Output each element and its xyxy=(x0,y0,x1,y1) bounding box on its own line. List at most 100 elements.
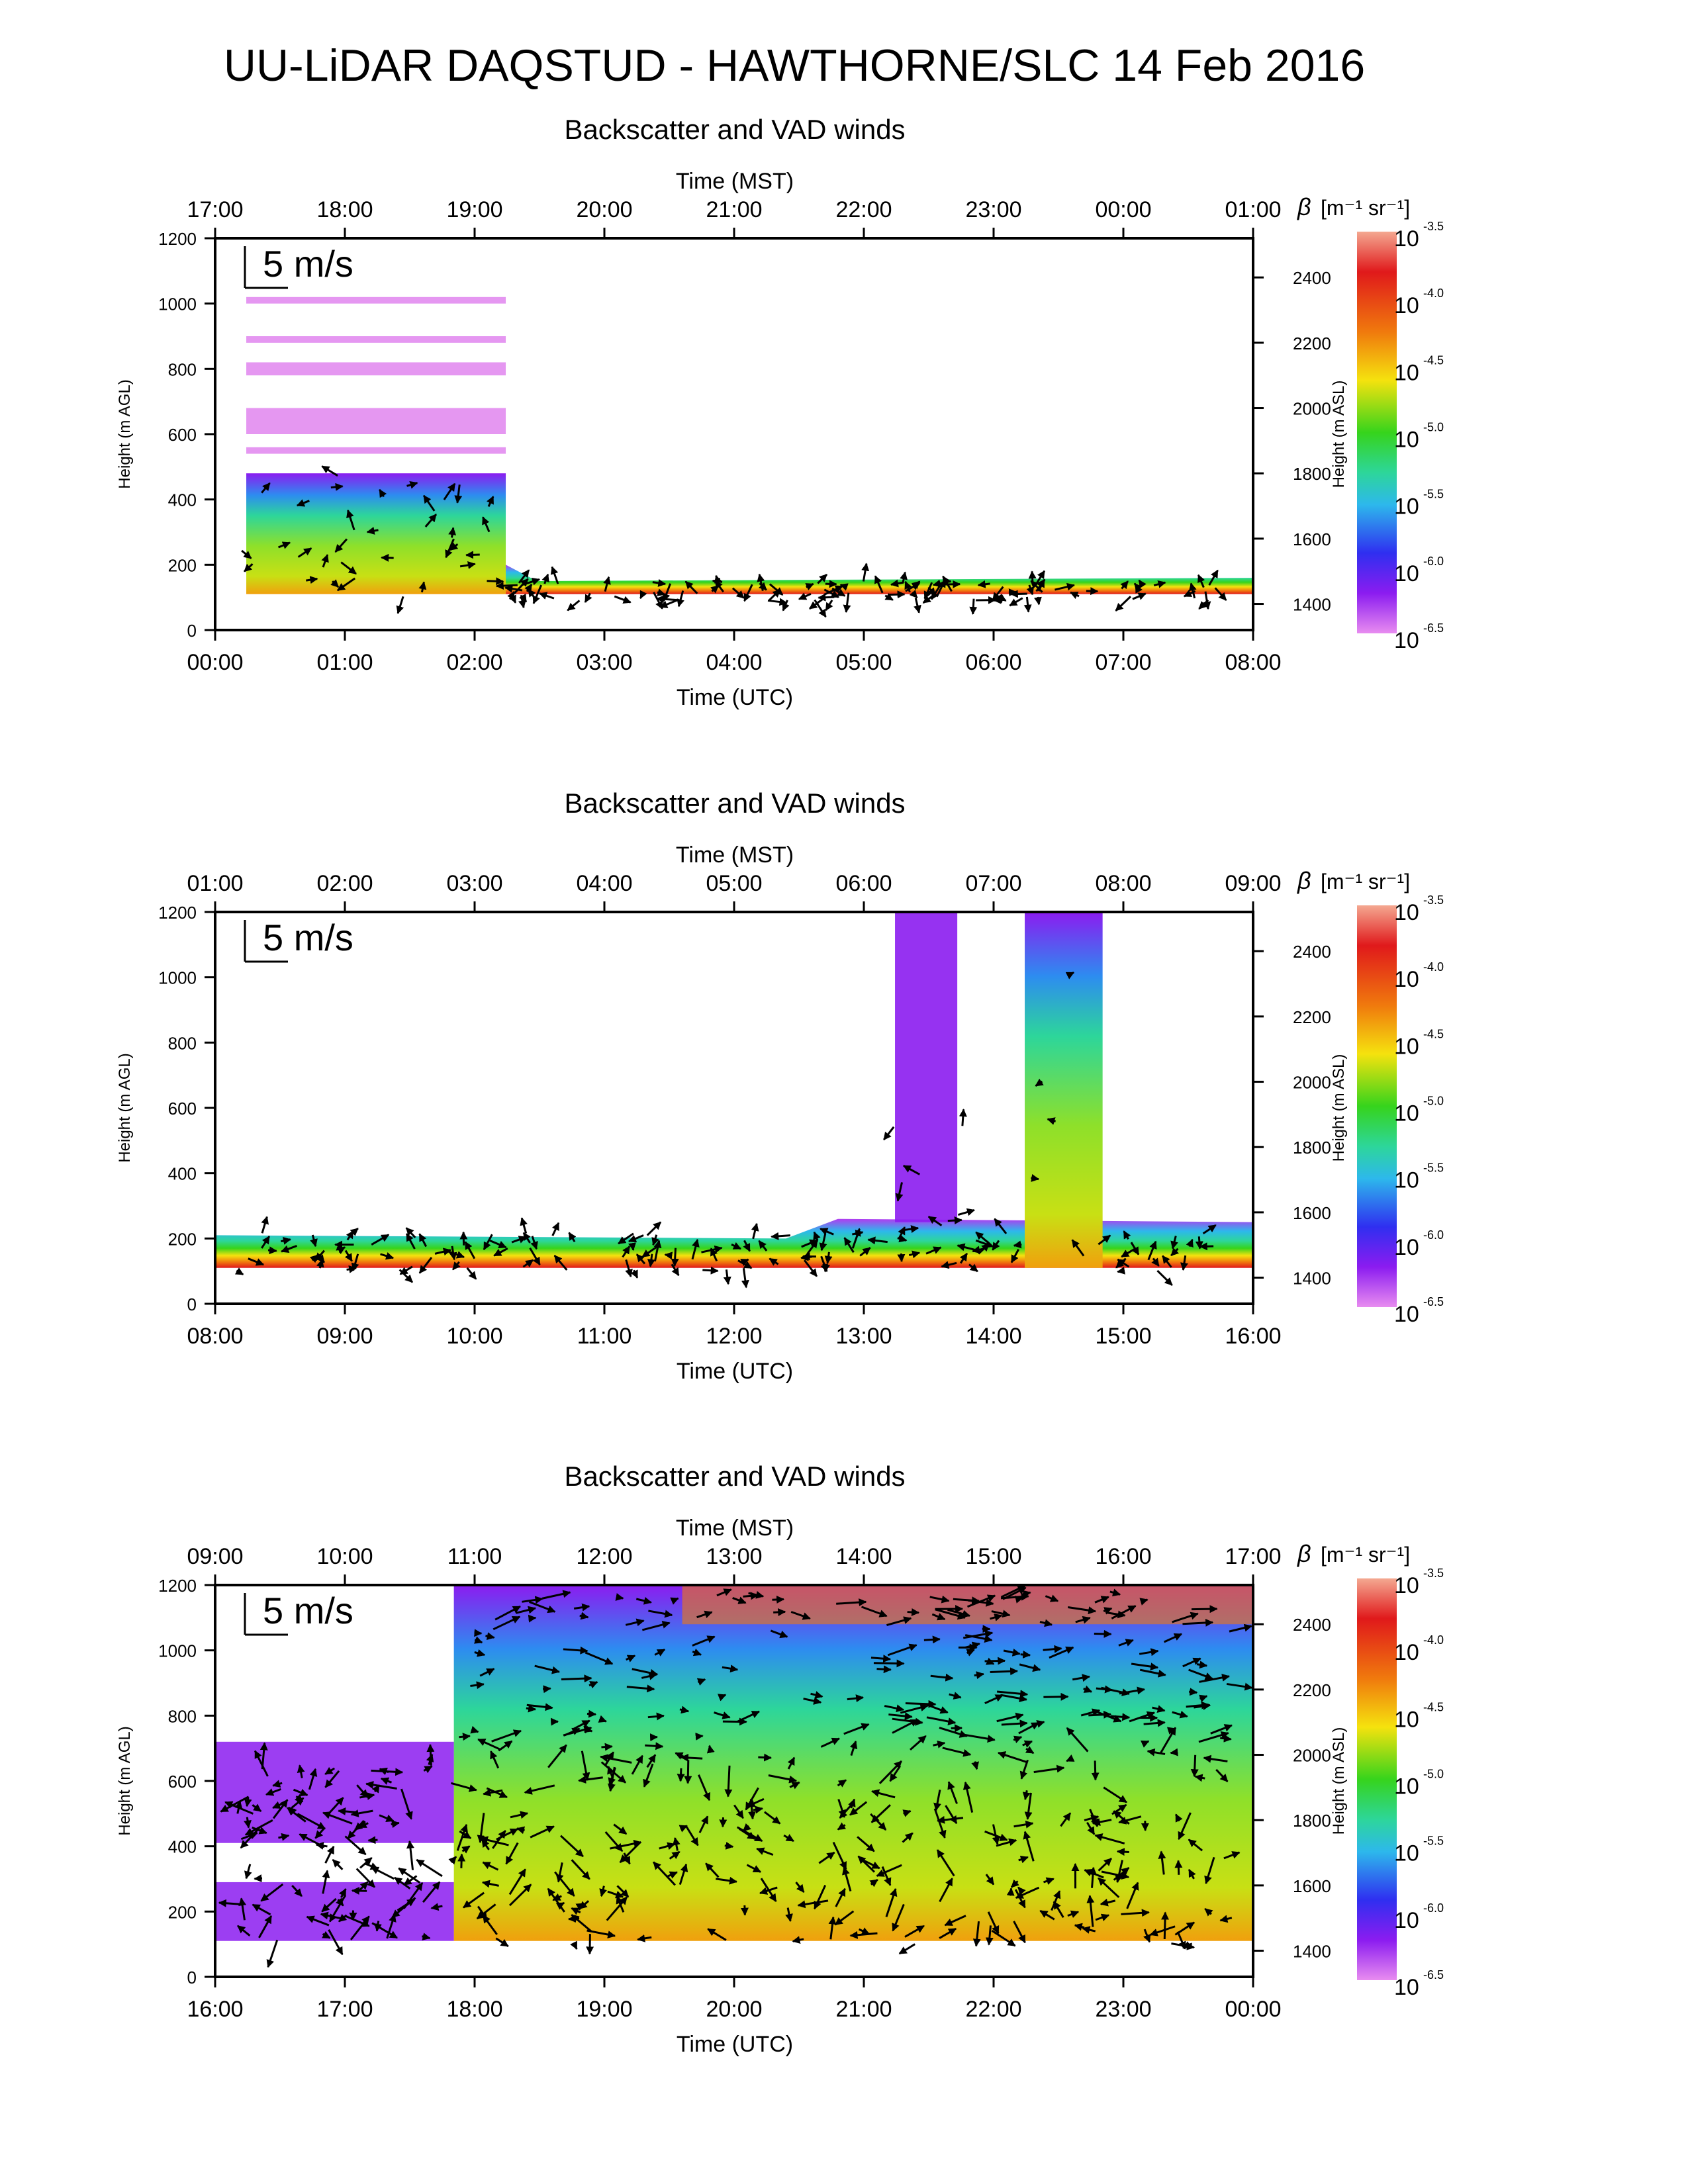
top-tick-label: 09:00 xyxy=(187,1544,243,1569)
wind-vector xyxy=(448,1856,457,1865)
wind-vector xyxy=(494,1605,521,1621)
wind-vector xyxy=(848,1798,856,1809)
wind-vector xyxy=(798,592,812,600)
wind-vector xyxy=(1180,1255,1188,1271)
wind-vector xyxy=(573,1603,590,1612)
wind-vector xyxy=(550,566,559,584)
wind-vector xyxy=(820,1228,834,1236)
colorbar-tick-base: 10 xyxy=(1394,967,1419,992)
wind-vector xyxy=(698,1815,709,1833)
wind-vector xyxy=(584,592,592,603)
wind-vector xyxy=(1170,1236,1178,1250)
wind-vector xyxy=(498,1740,513,1752)
wind-vector xyxy=(1066,1754,1075,1762)
wind-vector xyxy=(680,1753,703,1762)
wind-vector xyxy=(1226,1682,1253,1691)
wind-vector xyxy=(977,580,990,588)
cloud-layer xyxy=(246,362,506,376)
panel-title: Backscatter and VAD winds xyxy=(564,114,905,145)
wind-vector xyxy=(825,600,833,612)
wind-vector xyxy=(1172,1612,1199,1623)
wind-vector xyxy=(843,592,851,614)
colorbar-tick-base: 10 xyxy=(1394,1640,1419,1665)
colorbar-label-beta: β xyxy=(1297,193,1311,220)
wind-vector xyxy=(657,588,666,596)
wind-vector xyxy=(881,1866,892,1886)
wind-vector xyxy=(248,1257,265,1266)
wind-vector xyxy=(510,1811,529,1819)
wind-vector xyxy=(508,1884,532,1907)
wind-vector xyxy=(267,1246,277,1255)
wind-vector xyxy=(646,1754,657,1768)
colorbar-tick-exponent: -6.0 xyxy=(1423,1228,1444,1242)
wind-vector xyxy=(722,1664,739,1673)
bottom-tick-label: 01:00 xyxy=(316,650,373,675)
wind-vector xyxy=(1199,1242,1214,1251)
wind-vector xyxy=(810,1691,823,1699)
wind-vector xyxy=(931,1613,946,1621)
wind-vector xyxy=(818,593,835,602)
wind-vector xyxy=(870,1655,892,1663)
colorbar-tick-base: 10 xyxy=(1394,1774,1419,1799)
plume-right xyxy=(1025,912,1103,1268)
wind-vector xyxy=(1229,1623,1252,1633)
wind-vector xyxy=(837,1822,847,1831)
wind-vector xyxy=(836,1598,867,1607)
colorbar-tick-exponent: -3.5 xyxy=(1423,1567,1444,1580)
wind-vector xyxy=(692,1648,702,1657)
wind-vector xyxy=(926,1716,957,1725)
wind-vector xyxy=(905,1700,937,1708)
wind-vector xyxy=(837,1779,847,1788)
wind-vector xyxy=(281,1245,297,1253)
top-tick-label: 01:00 xyxy=(1225,197,1281,222)
colorbar-tick-exponent: -4.5 xyxy=(1423,353,1444,367)
wind-vector xyxy=(1083,1685,1093,1693)
wind-vector xyxy=(459,561,476,569)
colorbar-tick-exponent: -4.0 xyxy=(1423,960,1444,974)
wind-vector xyxy=(964,1733,996,1743)
bottom-tick-label: 17:00 xyxy=(316,1997,373,2022)
bottom-tick-label: 13:00 xyxy=(835,1324,892,1349)
wind-vector xyxy=(344,1250,353,1262)
top-tick-label: 02:00 xyxy=(316,871,373,896)
wind-vector xyxy=(1139,1668,1166,1678)
wind-vector xyxy=(588,1681,598,1689)
y2-tick-label: 1800 xyxy=(1293,1811,1331,1831)
wind-vector xyxy=(878,1760,902,1784)
wind-vector xyxy=(1018,1721,1040,1735)
wind-vector xyxy=(380,1251,395,1260)
wind-vector xyxy=(1135,584,1143,594)
wind-vector xyxy=(422,1881,441,1903)
wind-vector xyxy=(604,1831,624,1852)
y-tick-label: 600 xyxy=(168,425,197,445)
wind-vector xyxy=(870,1789,896,1799)
cloud-layer xyxy=(246,447,506,454)
colorbar-tick-base: 10 xyxy=(1394,628,1419,653)
wind-vector xyxy=(953,1596,980,1605)
wind-vector xyxy=(1092,1818,1112,1826)
wind-vector xyxy=(1151,1257,1160,1267)
wind-vector xyxy=(466,1267,477,1280)
wind-vector xyxy=(350,1915,370,1940)
wind-vector xyxy=(563,1646,588,1655)
wind-vector xyxy=(1143,1929,1151,1943)
top-axis-label: Time (MST) xyxy=(676,1516,794,1541)
wind-vector xyxy=(933,1790,941,1811)
wind-vector xyxy=(277,541,291,549)
bottom-tick-label: 12:00 xyxy=(706,1324,762,1349)
wind-vector xyxy=(448,527,457,538)
wind-vector xyxy=(481,1880,499,1888)
wind-vector xyxy=(380,1777,393,1785)
wind-vector xyxy=(1188,1868,1196,1880)
wind-vector xyxy=(1163,1633,1183,1643)
wind-vector xyxy=(710,1248,718,1262)
wind-vector xyxy=(1103,1786,1127,1803)
bottom-tick-label: 16:00 xyxy=(187,1997,243,2022)
wind-vector xyxy=(570,1940,578,1950)
bottom-tick-label: 00:00 xyxy=(187,650,243,675)
wind-vector xyxy=(1072,1674,1090,1682)
colorbar-tick-exponent: -3.5 xyxy=(1423,893,1444,907)
wind-vector xyxy=(241,549,252,559)
colorbar-label-beta: β xyxy=(1297,867,1311,894)
wind-vector xyxy=(1115,596,1132,612)
